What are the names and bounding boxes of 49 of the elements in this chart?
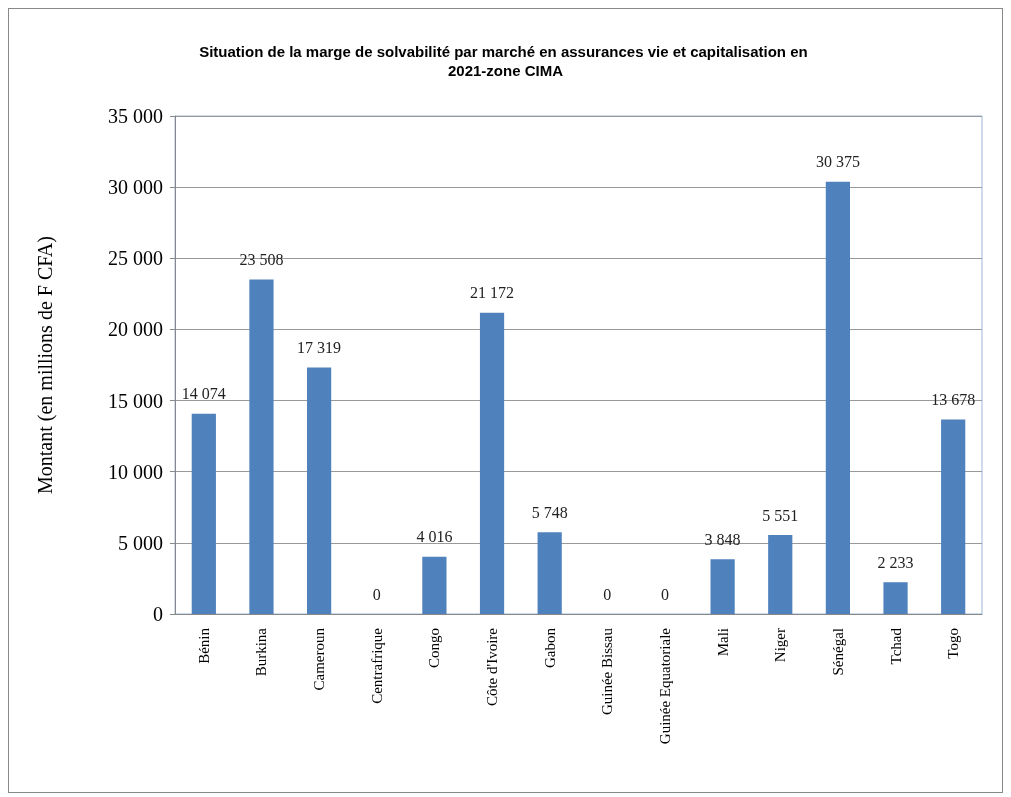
bar [537, 532, 562, 614]
bar [422, 556, 447, 614]
chart-title: Situation de la marge de solvabilité par marché en assurances vie et capitalisation en 2021-zone CIMA [199, 43, 812, 79]
x-tick-label: Congo [426, 628, 443, 669]
x-tick-label: Guinée Bissau [599, 627, 616, 716]
bar [941, 419, 966, 614]
bar [768, 535, 793, 614]
data-label: 30 375 [815, 153, 860, 171]
x-tick-label: Centrafrique [368, 627, 385, 704]
data-label: 2 233 [877, 553, 914, 571]
bar [825, 181, 850, 614]
bar [249, 279, 274, 614]
bar [191, 413, 216, 614]
y-tick-label: 10 000 [108, 460, 163, 483]
bar [883, 582, 908, 614]
x-tick-label: Niger [772, 628, 789, 663]
data-label: 4 016 [416, 528, 453, 546]
data-label: 0 [603, 585, 612, 603]
bar [710, 559, 735, 614]
y-tick-label: 35 000 [108, 105, 163, 127]
x-tick-label: Mali [714, 628, 731, 657]
data-label: 5 551 [762, 506, 799, 524]
data-label: 0 [372, 585, 381, 603]
x-tick-label: Cameroun [311, 627, 328, 691]
y-tick-label: 20 000 [108, 318, 163, 341]
x-tick-label: Sénégal [829, 628, 846, 676]
x-tick-label: Tchad [887, 627, 904, 665]
x-tick-label: Côte d'Ivoire [484, 627, 501, 707]
y-tick-label: 0 [153, 603, 163, 625]
x-tick-label: Gabon [541, 627, 558, 668]
y-tick-label: 5 000 [118, 531, 163, 554]
data-label: 3 848 [704, 530, 741, 548]
data-label: 17 319 [297, 339, 342, 357]
data-label: 13 678 [931, 390, 976, 408]
y-tick-label: 30 000 [108, 176, 163, 199]
x-tick-label: Bénin [195, 627, 212, 664]
bar [307, 367, 332, 614]
data-label: 21 172 [470, 284, 515, 302]
data-label: 0 [660, 585, 669, 603]
x-tick-label: Togo [945, 628, 962, 659]
y-tick-label: 15 000 [108, 389, 163, 412]
data-label: 23 508 [239, 251, 284, 269]
x-tick-label: Guinée Equatoriale [656, 627, 673, 745]
x-tick-label: Burkina [253, 627, 270, 677]
data-label: 5 748 [531, 503, 568, 521]
y-axis-title: Montant (en millions de F CFA) [34, 236, 57, 494]
y-tick-label: 25 000 [108, 247, 163, 270]
data-label: 14 074 [181, 385, 226, 403]
bar [479, 312, 505, 614]
